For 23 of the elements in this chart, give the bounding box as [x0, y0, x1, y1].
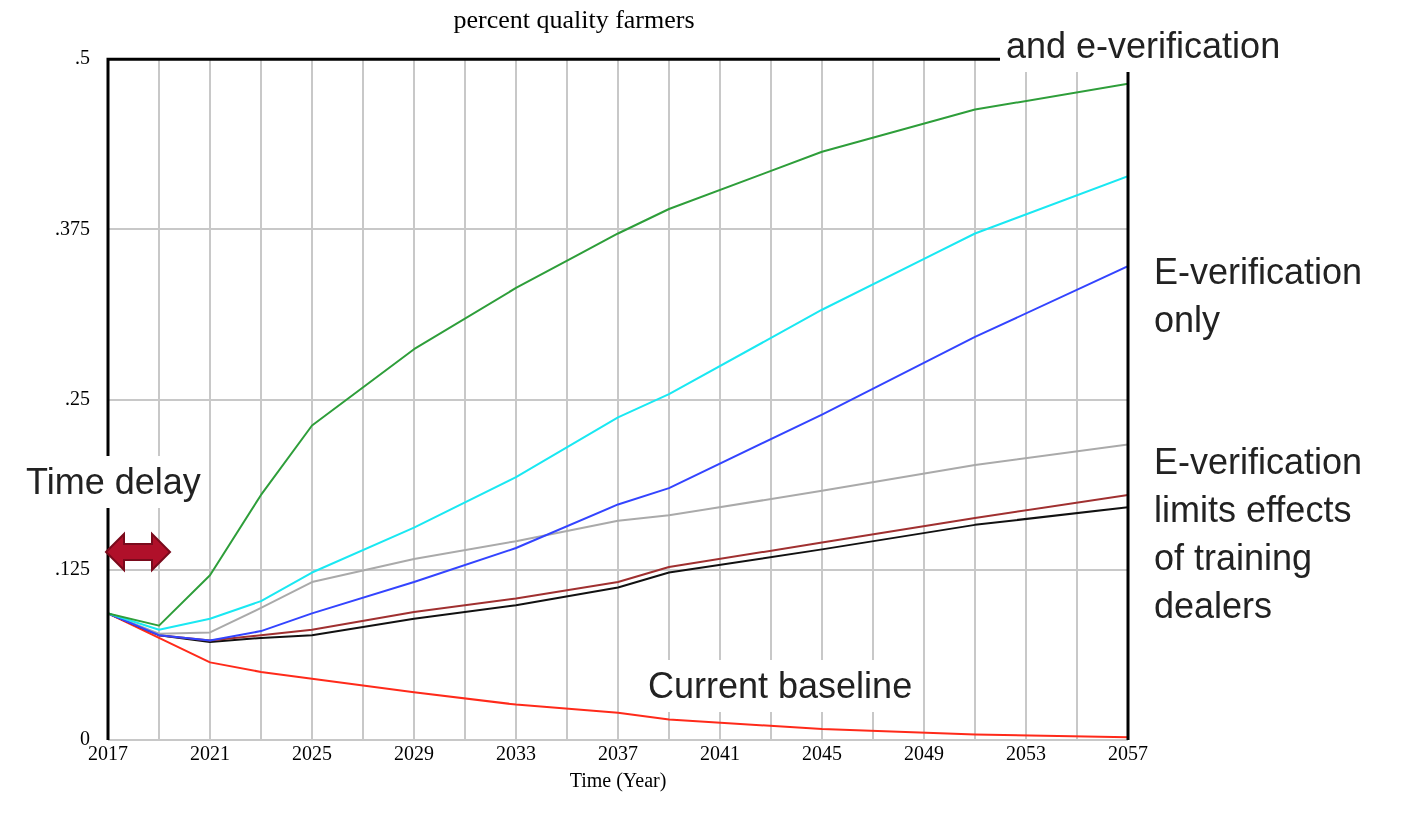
chart-title: percent quality farmers: [453, 5, 695, 35]
x-tick-label: 2037: [598, 742, 638, 765]
x-tick-label: 2057: [1108, 742, 1148, 765]
annotation: Time delay: [20, 456, 207, 508]
x-axis-title: Time (Year): [569, 769, 667, 793]
text: E-verification limits effects of training dealers: [1148, 436, 1396, 632]
x-tick-label: 2053: [1006, 742, 1046, 765]
x-tick-label: 2033: [496, 742, 536, 765]
x-tick-label: 2029: [394, 742, 434, 765]
y-tick-label: .125: [55, 557, 90, 580]
y-tick-label: .5: [75, 46, 90, 69]
x-tick-label: 2041: [700, 742, 740, 765]
x-tick-label: 2045: [802, 742, 842, 765]
annotation: Current baseline: [642, 660, 919, 712]
y-tick-label: 0: [80, 727, 90, 750]
x-tick-label: 2025: [292, 742, 332, 765]
text: E-verification only: [1148, 246, 1420, 346]
annotation: and e-verification: [1000, 20, 1287, 72]
x-tick-label: 2049: [904, 742, 944, 765]
x-tick-label: 2017: [88, 742, 128, 765]
y-tick-label: .375: [55, 216, 90, 239]
y-tick-label: .25: [65, 386, 90, 409]
x-tick-label: 2021: [190, 742, 230, 765]
